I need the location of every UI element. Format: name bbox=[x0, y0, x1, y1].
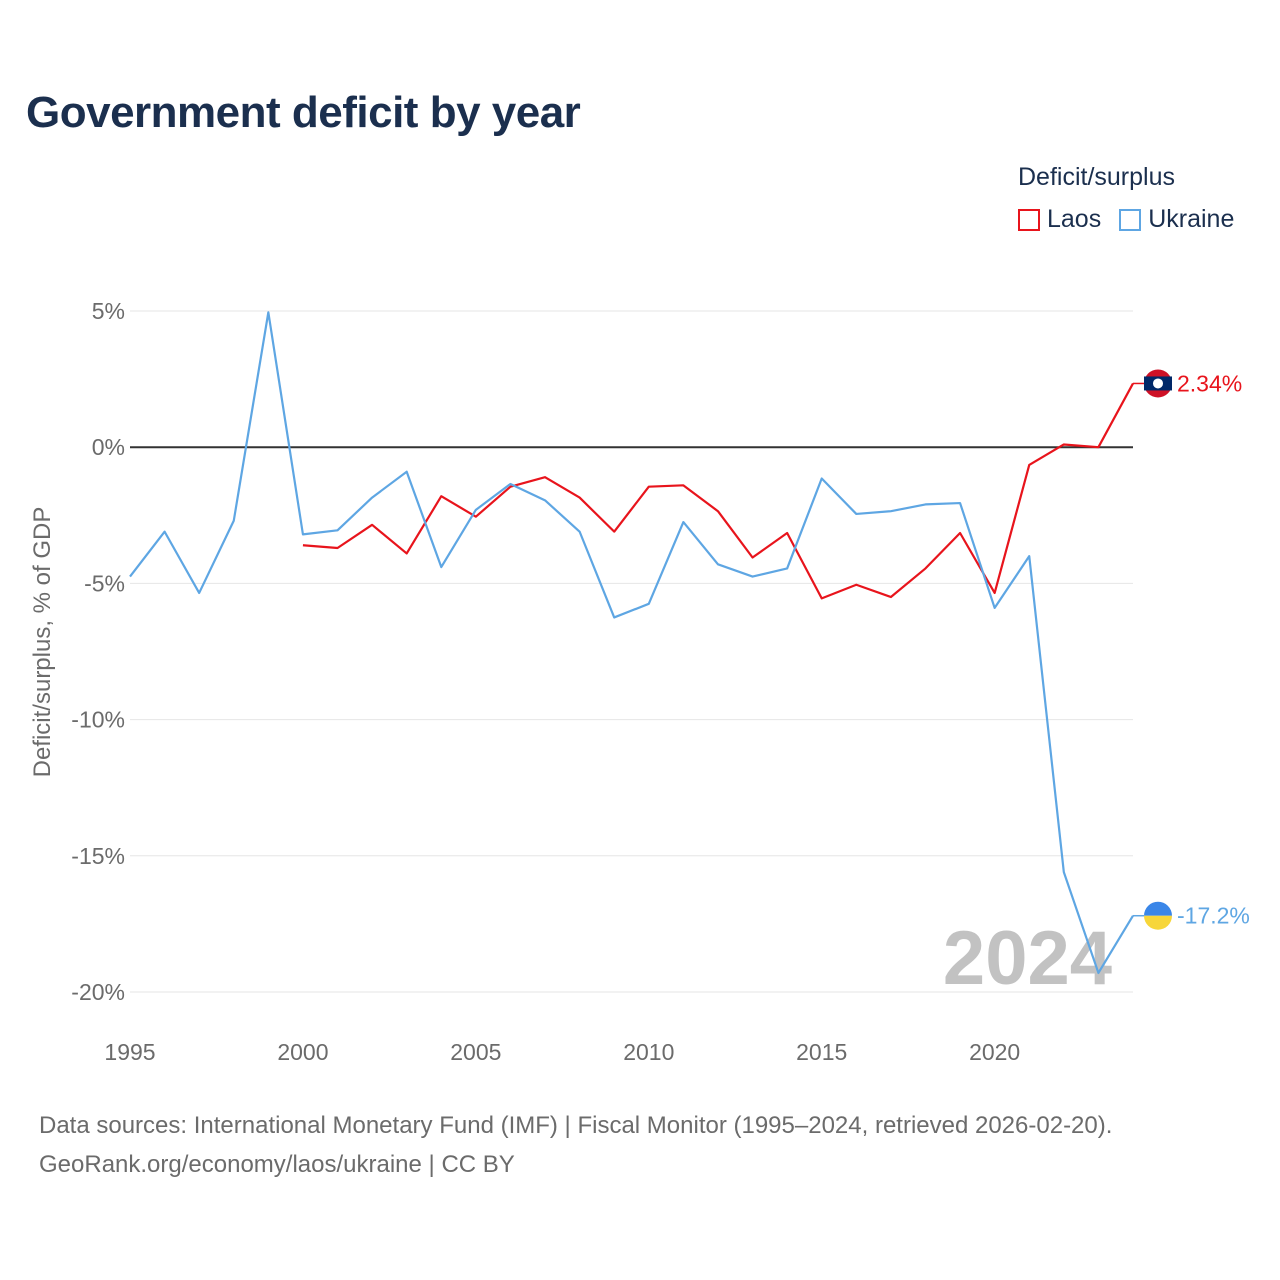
flag-laos-disc bbox=[1153, 378, 1163, 389]
x-axis-tick-labels: 1995 2000 2005 2010 2015 2020 bbox=[104, 1039, 1020, 1065]
legend-swatch-laos bbox=[1018, 208, 1040, 231]
legend-label-ukraine: Ukraine bbox=[1148, 205, 1235, 233]
data-series bbox=[129, 311, 1134, 975]
series-line-laos bbox=[302, 382, 1134, 600]
grid-lines bbox=[130, 310, 1133, 993]
x-tick-label: 2020 bbox=[969, 1039, 1020, 1065]
legend-label-laos: Laos bbox=[1047, 205, 1102, 233]
chart-title: Government deficit by year bbox=[26, 88, 581, 137]
series-end-markers: 2.34% -17.2% bbox=[1133, 369, 1250, 930]
y-axis-label: Deficit/surplus, % of GDP bbox=[29, 507, 56, 778]
legend-swatch-ukraine bbox=[1119, 208, 1142, 231]
flag-ukraine-blue bbox=[1144, 901, 1172, 916]
end-label-laos: 2.34% bbox=[1177, 370, 1242, 396]
x-tick-label: 2010 bbox=[623, 1039, 674, 1065]
attribution-line: GeoRank.org/economy/laos/ukraine | CC BY bbox=[39, 1151, 515, 1178]
y-tick-label: 0% bbox=[92, 434, 125, 460]
y-tick-label: -5% bbox=[84, 570, 125, 596]
legend-title: Deficit/surplus bbox=[1018, 163, 1175, 191]
y-tick-label: -20% bbox=[71, 979, 125, 1005]
y-axis-tick-labels: 5% 0% -5% -10% -15% -20% bbox=[71, 298, 125, 1005]
y-tick-label: 5% bbox=[92, 298, 125, 324]
y-tick-label: -10% bbox=[71, 707, 125, 733]
end-label-ukraine: -17.2% bbox=[1177, 903, 1250, 929]
x-tick-label: 1995 bbox=[104, 1039, 155, 1065]
x-tick-label: 2015 bbox=[796, 1039, 847, 1065]
legend: Laos Ukraine bbox=[1018, 205, 1234, 234]
flag-ukraine-yellow bbox=[1144, 915, 1172, 930]
year-watermark: 2024 bbox=[943, 916, 1112, 1001]
x-tick-label: 2005 bbox=[450, 1039, 501, 1065]
flag-ukraine-icon bbox=[1144, 901, 1172, 930]
y-tick-label: -15% bbox=[71, 843, 125, 869]
flag-laos-icon bbox=[1144, 369, 1172, 398]
series-line-ukraine bbox=[129, 311, 1134, 975]
sources-line: Data sources: International Monetary Fun… bbox=[39, 1112, 1113, 1139]
legend-item-laos[interactable]: Laos bbox=[1018, 205, 1101, 234]
legend-item-ukraine[interactable]: Ukraine bbox=[1119, 205, 1234, 234]
x-tick-label: 2000 bbox=[277, 1039, 328, 1065]
data-sources: Data sources: International Monetary Fun… bbox=[39, 1106, 1112, 1184]
